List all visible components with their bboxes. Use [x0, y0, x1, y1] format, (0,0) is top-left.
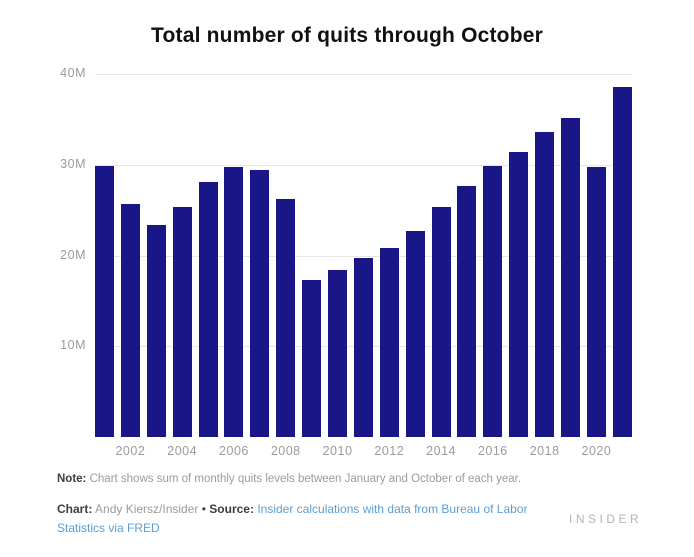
bar-2014 [431, 206, 451, 437]
x-axis-tick-label: 2018 [529, 444, 560, 458]
bar-2015 [457, 185, 477, 437]
bar-2019 [561, 117, 581, 437]
bar-2013 [405, 231, 425, 437]
y-axis-tick-label: 20M [60, 247, 86, 262]
bar-column-2020: 2020 [582, 74, 611, 458]
x-axis-tick-label: 2016 [477, 444, 508, 458]
bar-chart: 40M 30M 20M 10M 2002 2004 2006 2008 2010 2012 2014… [60, 66, 632, 458]
source-label: Source: [209, 502, 254, 517]
chart-credit-label: Chart: [57, 502, 93, 517]
bar-2001 [95, 165, 114, 437]
bar-2009 [302, 280, 322, 437]
note-text: Chart shows sum of monthly quits levels … [89, 473, 522, 485]
bars-container: 2002 2004 2006 2008 2010 2012 2014 2016 2018 2020 [95, 74, 632, 458]
x-axis-tick-label: 2004 [167, 444, 198, 458]
bar-2018 [535, 132, 555, 437]
bar-2006 [224, 167, 244, 437]
y-axis-tick-label: 40M [60, 66, 86, 80]
x-axis-tick-label: 2012 [374, 444, 405, 458]
x-axis-tick-label: 2002 [115, 444, 146, 458]
gridline-30M: 30M [60, 157, 632, 171]
chart-title: Total number of quits through October [151, 24, 543, 47]
bar-column-2013 [405, 74, 425, 437]
x-axis-tick-label: 2006 [219, 444, 249, 458]
bar-column-2012: 2012 [374, 74, 404, 458]
bar-column-2010: 2010 [323, 74, 352, 458]
bar-column-2015 [457, 74, 477, 437]
bar-2016 [483, 165, 503, 437]
bar-2002 [120, 203, 140, 437]
bar-2003 [146, 224, 166, 437]
bar-column-2007 [250, 74, 270, 437]
bar-2004 [172, 206, 192, 437]
gridline-40M: 40M [60, 66, 632, 80]
bar-2008 [276, 199, 296, 437]
insider-logo: INSIDER [569, 512, 643, 526]
bar-column-2016: 2016 [478, 74, 507, 458]
bar-2010 [328, 270, 348, 437]
gridline-20M: 20M [60, 248, 632, 262]
bar-column-2017 [509, 74, 529, 437]
chart-credit-name: Andy Kiersz/Insider [95, 502, 199, 517]
note-label: Note: [57, 473, 87, 485]
bar-column-2018: 2018 [530, 74, 559, 458]
bar-column-2009 [302, 74, 322, 437]
bar-column-2004: 2004 [167, 74, 197, 458]
bar-column-2006: 2006 [219, 74, 248, 458]
x-axis-tick-label: 2008 [270, 444, 301, 458]
bar-2012 [379, 248, 399, 437]
bar-2011 [353, 258, 373, 437]
bar-2017 [509, 152, 529, 437]
y-axis-tick-label: 10M [60, 338, 86, 353]
chart-footer: Note: Chart shows sum of monthly quits l… [57, 471, 539, 538]
x-axis-tick-label: 2014 [426, 444, 456, 458]
y-axis-tick-label: 30M [60, 156, 86, 171]
bar-column-2005 [198, 74, 218, 437]
bar-column-2001 [95, 74, 114, 437]
bar-column-2011 [353, 74, 373, 437]
x-axis-tick-label: 2010 [322, 444, 353, 458]
bar-2020 [586, 166, 606, 437]
credit-separator: • [201, 502, 206, 517]
bar-column-2008: 2008 [271, 74, 300, 458]
x-axis-tick-label: 2020 [581, 444, 612, 458]
bar-column-2014: 2014 [426, 74, 455, 458]
bar-column-2019 [561, 74, 581, 437]
bar-column-2021 [612, 74, 632, 437]
note-line: Note: Chart shows sum of monthly quits l… [57, 471, 539, 487]
credit-line: Chart: Andy Kiersz/Insider • Source: Ins… [57, 500, 539, 538]
bar-2021 [612, 86, 632, 437]
bar-column-2002: 2002 [115, 74, 145, 458]
source-link[interactable]: Insider calculations with data from Bure… [57, 502, 528, 536]
bar-column-2003 [146, 74, 166, 437]
bar-2005 [198, 182, 218, 437]
bar-2007 [250, 170, 270, 437]
